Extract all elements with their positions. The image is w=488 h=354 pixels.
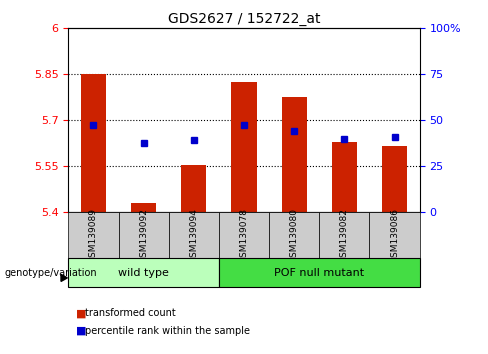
Text: POF null mutant: POF null mutant <box>274 268 365 278</box>
Bar <box>119 212 169 258</box>
Text: GSM139089: GSM139089 <box>89 208 98 263</box>
Bar <box>131 203 156 212</box>
Bar <box>219 258 420 287</box>
Polygon shape <box>61 274 67 281</box>
Text: GSM139086: GSM139086 <box>390 208 399 263</box>
Text: percentile rank within the sample: percentile rank within the sample <box>85 326 250 336</box>
Bar <box>68 212 119 258</box>
Bar <box>369 212 420 258</box>
Bar <box>282 97 307 212</box>
Bar <box>319 212 369 258</box>
Bar <box>382 147 407 212</box>
Bar <box>169 212 219 258</box>
Bar <box>181 165 206 212</box>
Bar <box>219 212 269 258</box>
Text: ■: ■ <box>76 326 86 336</box>
Text: GSM139078: GSM139078 <box>240 208 248 263</box>
Bar <box>68 258 219 287</box>
Bar <box>269 212 319 258</box>
Text: GSM139082: GSM139082 <box>340 208 349 263</box>
Bar <box>332 142 357 212</box>
Title: GDS2627 / 152722_at: GDS2627 / 152722_at <box>168 12 320 26</box>
Text: GSM139094: GSM139094 <box>189 208 198 263</box>
Bar <box>81 74 106 212</box>
Text: GSM139080: GSM139080 <box>290 208 299 263</box>
Text: wild type: wild type <box>118 268 169 278</box>
Text: GSM139092: GSM139092 <box>139 208 148 263</box>
Text: ■: ■ <box>76 308 86 318</box>
Text: genotype/variation: genotype/variation <box>5 268 98 278</box>
Text: transformed count: transformed count <box>85 308 176 318</box>
Bar <box>231 82 257 212</box>
